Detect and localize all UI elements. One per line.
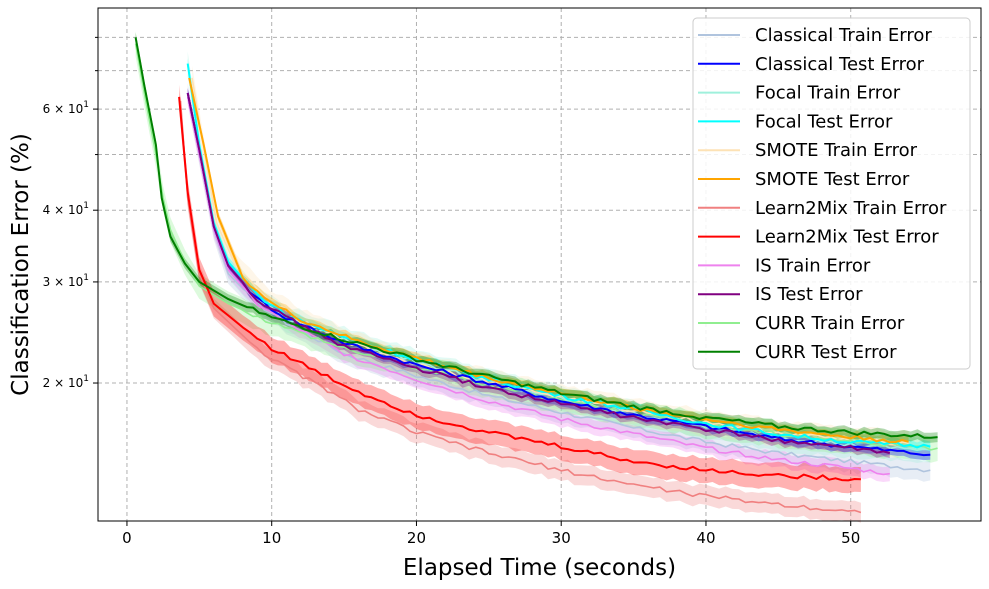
axis-ticks: 0 10 20 30 40 50 2 × 101 3 × 101 4 × 101 6 × 101: [43, 36, 860, 547]
series-line: [188, 77, 909, 444]
legend-box: [692, 17, 971, 370]
series-line: [178, 96, 861, 482]
legend-label: Classical Test Error: [755, 54, 925, 75]
legend-label: Focal Test Error: [755, 111, 893, 132]
y-tick-label: 6 × 101: [43, 100, 89, 116]
series-lines: [134, 37, 938, 514]
legend-label: SMOTE Train Error: [755, 140, 918, 161]
x-tick-label: 30: [552, 529, 571, 547]
x-tick-label: 0: [122, 529, 132, 547]
plot-frame: [97, 7, 982, 522]
series-line: [179, 100, 862, 514]
series-line: [186, 92, 891, 455]
legend-label: IS Test Error: [755, 284, 863, 305]
y-tick-label: 4 × 101: [43, 201, 89, 217]
x-tick-label: 40: [696, 529, 715, 547]
series-line: [134, 37, 938, 439]
legend-label: Learn2Mix Train Error: [755, 198, 947, 219]
legend: Classical Train Error Classical Test Erro…: [692, 17, 971, 370]
series-band: [187, 51, 931, 463]
x-tick-label: 20: [407, 529, 426, 547]
legend-label: Classical Train Error: [755, 25, 932, 46]
series-line: [186, 96, 890, 476]
legend-label: IS Train Error: [755, 255, 871, 276]
x-tick-label: 10: [262, 529, 281, 547]
series-line: [186, 92, 931, 473]
y-tick-label: 3 × 101: [43, 273, 89, 289]
y-tick-label: 2 × 101: [43, 374, 89, 390]
legend-label: Focal Train Error: [755, 83, 901, 104]
y-axis-label: Classification Error (%): [8, 133, 34, 396]
legend-label: CURR Train Error: [755, 313, 905, 334]
series-band: [192, 65, 909, 458]
x-tick-label: 50: [841, 529, 860, 547]
x-axis-label: Elapsed Time (seconds): [403, 555, 676, 581]
legend-label: CURR Test Error: [755, 342, 897, 363]
legend-label: Learn2Mix Test Error: [755, 227, 939, 248]
series-band: [179, 84, 861, 494]
series-band: [135, 31, 938, 463]
legend-label: SMOTE Test Error: [755, 169, 910, 190]
